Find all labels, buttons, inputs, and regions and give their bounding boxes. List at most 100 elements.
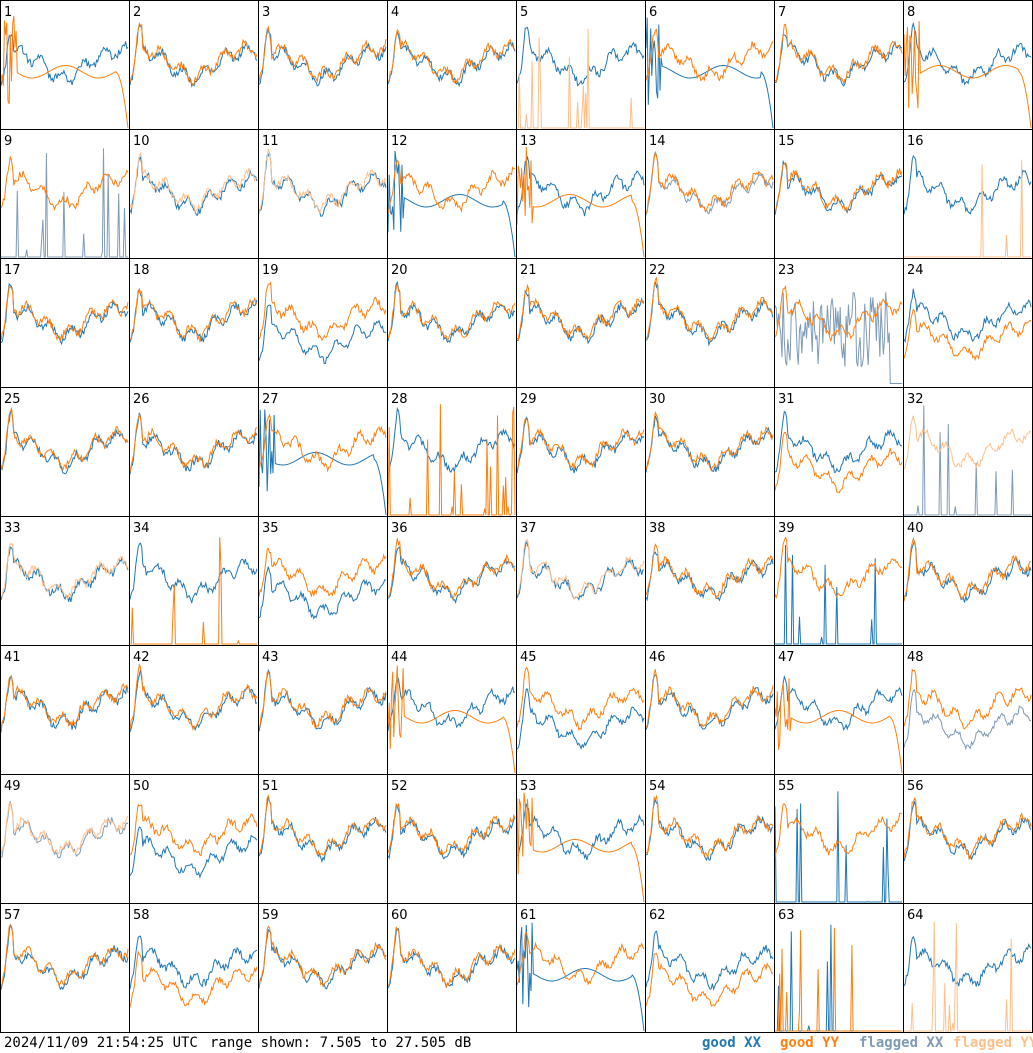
panel-28: 28 (387, 387, 517, 517)
panel-48: 48 (903, 645, 1033, 775)
panel-9: 9 (0, 129, 130, 259)
panel-50-yy-line (129, 803, 258, 857)
panel-18: 18 (129, 258, 259, 388)
panel-63-yy-line (775, 927, 902, 1032)
panel-56-yy-line (903, 797, 1032, 860)
panel-9-label: 9 (4, 134, 12, 149)
footer: 2024/11/09 21:54:25 UTC range shown: 7.5… (0, 1034, 1033, 1053)
panel-58-label: 58 (133, 908, 150, 923)
panel-23-xx-line (774, 292, 902, 384)
panel-11-yy-line (258, 148, 387, 215)
panel-64-label: 64 (907, 908, 924, 923)
panel-35-yy-line (258, 547, 387, 597)
panel-37-yy-line (516, 538, 645, 600)
panel-25-xx-line (0, 409, 129, 475)
panel-15-yy-line (774, 162, 903, 213)
panel-45-xx-line (516, 688, 645, 751)
panel-41-xx-line (0, 676, 129, 733)
panel-22-yy-line (645, 276, 774, 343)
panel-20-yy-line (387, 283, 516, 342)
panel-44: 44 (387, 645, 517, 775)
panel-49: 49 (0, 774, 130, 904)
panel-42-label: 42 (133, 650, 150, 665)
panel-22: 22 (645, 258, 775, 388)
panel-11-label: 11 (262, 134, 279, 149)
panel-8-frame (903, 0, 1033, 130)
panel-52-xx-line (387, 804, 516, 860)
panel-1: 1 (0, 0, 130, 130)
panel-33: 33 (0, 516, 130, 646)
panel-53: 53 (516, 774, 646, 904)
panel-27: 27 (258, 387, 388, 517)
panel-5-frame (516, 0, 646, 130)
panel-55-xx-line (774, 791, 902, 903)
panel-27-yy-line (258, 413, 387, 473)
panel-51-yy-line (258, 794, 387, 858)
panel-20: 20 (387, 258, 517, 388)
panel-39-yy-line (774, 536, 903, 599)
panel-19-yy-line (258, 281, 387, 342)
panel-24-yy-line (903, 308, 1032, 362)
panel-5-xx-line (516, 26, 645, 87)
panel-23: 23 (774, 258, 904, 388)
panel-59: 59 (258, 903, 388, 1033)
panel-61-label: 61 (520, 908, 537, 923)
panel-26: 26 (129, 387, 259, 517)
panel-5-label: 5 (520, 5, 528, 20)
panel-44-xx-line (387, 677, 516, 731)
panel-24-label: 24 (907, 263, 924, 278)
panel-16: 16 (903, 129, 1033, 259)
panel-4-xx-line (387, 31, 516, 88)
panel-56-xx-line (903, 800, 1032, 862)
panel-46-xx-line (645, 674, 774, 730)
panel-38-label: 38 (649, 521, 666, 536)
panel-31: 31 (774, 387, 904, 517)
panel-57: 57 (0, 903, 130, 1033)
panel-60-label: 60 (391, 908, 408, 923)
panel-1-xx-line (0, 34, 129, 86)
panel-59-label: 59 (262, 908, 279, 923)
panel-7-frame (774, 0, 904, 130)
panel-50-label: 50 (133, 779, 150, 794)
panel-7-yy-line (774, 23, 903, 85)
panel-30-label: 30 (649, 392, 666, 407)
panel-5: 5 (516, 0, 646, 130)
panel-33-label: 33 (4, 521, 21, 536)
panel-31-yy-line (774, 432, 903, 494)
panel-40-xx-line (903, 540, 1032, 603)
panel-31-xx-line (774, 410, 902, 473)
panel-40-yy-line (903, 536, 1032, 602)
panel-8-label: 8 (907, 5, 915, 20)
panel-34-label: 34 (133, 521, 150, 536)
panel-50: 50 (129, 774, 259, 904)
panel-45-yy-line (516, 666, 645, 732)
panel-41-yy-line (0, 675, 129, 730)
legend-good-yy: good YY (780, 1035, 840, 1051)
panel-5-yy-line (517, 28, 644, 129)
panel-21-yy-line (516, 283, 645, 341)
legend-flagged-xx: flagged XX (859, 1035, 944, 1051)
panel-53-yy-line (516, 792, 645, 903)
panel-45: 45 (516, 645, 646, 775)
panel-25-label: 25 (4, 392, 21, 407)
panel-21: 21 (516, 258, 646, 388)
panel-49-xx-line (0, 800, 129, 859)
panel-43-yy-line (258, 671, 387, 729)
panel-64-xx-line (903, 935, 1032, 987)
panel-19-xx-line (258, 304, 387, 365)
panel-51-label: 51 (262, 779, 279, 794)
panel-13: 13 (516, 129, 646, 259)
panel-7: 7 (774, 0, 904, 130)
panel-23-yy-line (774, 284, 903, 342)
panel-29-xx-line (516, 416, 645, 474)
panel-39: 39 (774, 516, 904, 646)
panel-40-label: 40 (907, 521, 924, 536)
panel-25: 25 (0, 387, 130, 517)
panel-42-yy-line (129, 662, 258, 731)
panel-2-xx-line (129, 24, 258, 88)
panel-36-label: 36 (391, 521, 408, 536)
panel-4-yy-line (387, 28, 515, 84)
timestamp: 2024/11/09 21:54:25 UTC (4, 1035, 198, 1051)
panel-52-label: 52 (391, 779, 408, 794)
